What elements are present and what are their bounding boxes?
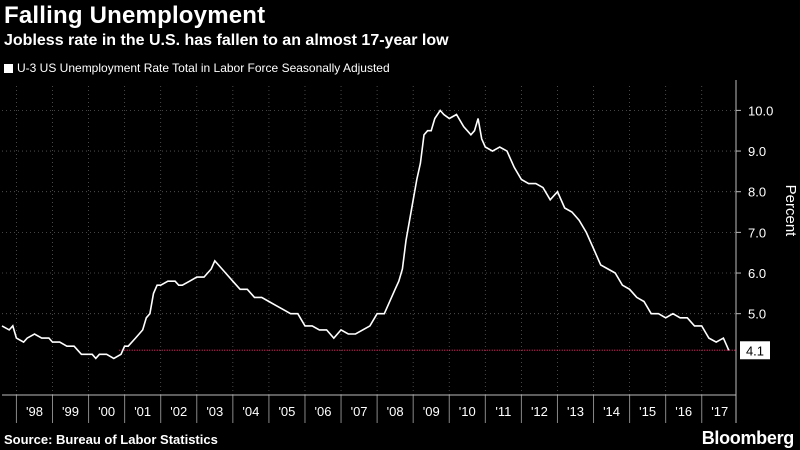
x-tick-label: '13 xyxy=(567,404,584,419)
bloomberg-logo: Bloomberg xyxy=(701,428,795,448)
x-tick-label: '09 xyxy=(423,404,440,419)
y-tick-label: 9.0 xyxy=(748,144,766,159)
y-tick-label: 5.0 xyxy=(748,307,766,322)
x-tick-label: '01 xyxy=(134,404,151,419)
x-tick-label: '03 xyxy=(206,404,223,419)
x-axis: '98 '99 '00 '01 '02 '03 '04 '05 '06 '07 '08 '09 '10 '… xyxy=(2,394,736,423)
x-tick-label: '98 xyxy=(26,404,43,419)
x-tick-label: '99 xyxy=(62,404,79,419)
x-tick-label: '06 xyxy=(315,404,332,419)
x-tick-label: '08 xyxy=(387,404,404,419)
x-tick-label: '00 xyxy=(98,404,115,419)
y-axis-label: Percent xyxy=(782,185,799,238)
last-value-box xyxy=(740,341,770,360)
y-axis: 5.0 6.0 7.0 8.0 9.0 10.0 xyxy=(735,80,773,423)
x-tick-label: '12 xyxy=(531,404,548,419)
y-tick-label: 7.0 xyxy=(748,225,766,240)
last-value-text: 4.1 xyxy=(746,343,764,358)
chart-subtitle: Jobless rate in the U.S. has fallen to a… xyxy=(4,32,449,49)
y-tick-label: 8.0 xyxy=(748,185,766,200)
x-tick-label: '02 xyxy=(170,404,187,419)
y-tick-label: 10.0 xyxy=(748,103,773,118)
legend-swatch xyxy=(4,63,13,73)
x-tick-label: '07 xyxy=(351,404,368,419)
x-tick-label: '10 xyxy=(459,404,476,419)
legend-label: U-3 US Unemployment Rate Total in Labor … xyxy=(17,61,390,75)
x-tick-label: '15 xyxy=(639,404,656,419)
x-tick-label: '05 xyxy=(278,404,295,419)
x-tick-label: '11 xyxy=(495,404,511,419)
y-tick-label: 6.0 xyxy=(748,266,766,281)
series-line-unemployment xyxy=(1,109,730,360)
x-tick-label: '17 xyxy=(711,404,728,419)
legend: U-3 US Unemployment Rate Total in Labor … xyxy=(4,61,390,75)
x-tick-label: '14 xyxy=(603,404,620,419)
x-tick-label: '16 xyxy=(675,404,692,419)
grid-lines xyxy=(2,86,736,395)
x-tick-label: '04 xyxy=(242,404,259,419)
last-value-label: 4.1 xyxy=(740,341,770,360)
chart-title: Falling Unemployment xyxy=(4,2,266,29)
source-note: Source: Bureau of Labor Statistics xyxy=(4,432,218,447)
